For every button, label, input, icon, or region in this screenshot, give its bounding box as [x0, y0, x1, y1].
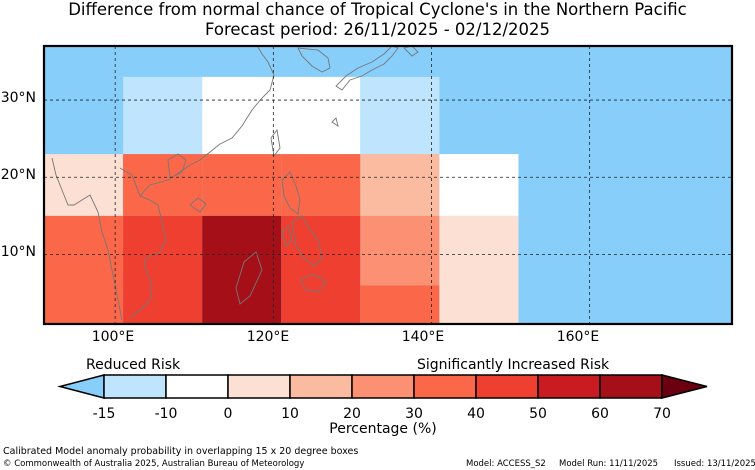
- colorbar-swatch: [227, 374, 291, 399]
- anomaly-cell: [360, 154, 440, 216]
- colorbar-swatch: [599, 374, 663, 399]
- lat-label-30n: 30°N: [0, 90, 36, 106]
- footer-model-run: Model Run: 11/11/2025: [559, 459, 659, 469]
- anomaly-cell: [202, 154, 282, 216]
- anomaly-cell: [202, 76, 361, 155]
- lat-label-20n: 20°N: [0, 167, 36, 183]
- lon-label-100e: 100°E: [91, 329, 135, 345]
- lon-label-140e: 140°E: [401, 329, 445, 345]
- colorbar: [57, 374, 708, 399]
- anomaly-cell: [360, 76, 440, 155]
- footer-issued: Issued: 13/11/2025: [674, 459, 755, 469]
- anomaly-cell: [44, 215, 124, 324]
- increased-risk-label: Significantly Increased Risk: [417, 357, 610, 373]
- anomaly-cell: [123, 215, 203, 324]
- colorbar-swatch: [103, 374, 167, 399]
- colorbar-swatch: [289, 374, 353, 399]
- graticule: [44, 46, 732, 324]
- map-title: Difference from normal chance of Tropica…: [68, 0, 687, 19]
- footer-description: Calibrated Model anomaly probability in …: [3, 446, 359, 457]
- colorbar-tick: -10: [154, 406, 178, 422]
- colorbar-swatch: [413, 374, 477, 399]
- colorbar-tick: 60: [591, 406, 609, 422]
- anomaly-cell: [281, 215, 361, 324]
- colorbar-tick: 0: [223, 406, 233, 422]
- anomaly-cell: [123, 154, 203, 216]
- colorbar-tick: 50: [529, 406, 547, 422]
- colorbar-tick: 20: [343, 406, 361, 422]
- anomaly-cell: [439, 154, 519, 216]
- map-frame: [42, 44, 734, 326]
- lon-label-120e: 120°E: [246, 329, 290, 345]
- anomaly-grid: [44, 76, 519, 324]
- anomaly-cell: [281, 154, 361, 216]
- anomaly-cell: [439, 215, 519, 324]
- footer-model: Model: ACCESS_S2: [466, 459, 546, 469]
- footer-copyright: © Commonwealth of Australia 2025, Austra…: [3, 459, 305, 469]
- reduced-risk-label: Reduced Risk: [86, 357, 181, 373]
- anomaly-cell: [360, 285, 440, 324]
- colorbar-tick: 70: [653, 406, 671, 422]
- anomaly-cell: [44, 154, 124, 216]
- colorbar-tick: 30: [405, 406, 423, 422]
- colorbar-swatch: [475, 374, 539, 399]
- colorbar-over-arrow: [661, 374, 708, 399]
- colorbar-swatch: [165, 374, 229, 399]
- colorbar-tick: 40: [467, 406, 485, 422]
- colorbar-tick: -15: [92, 406, 116, 422]
- lon-label-160e: 160°E: [556, 329, 600, 345]
- colorbar-swatch: [537, 374, 601, 399]
- anomaly-cell: [123, 76, 203, 155]
- colorbar-swatch: [351, 374, 415, 399]
- colorbar-label: Percentage (%): [329, 421, 437, 437]
- lat-label-10n: 10°N: [0, 244, 36, 260]
- anomaly-cell: [360, 215, 440, 286]
- forecast-period: Forecast period: 26/11/2025 - 02/12/2025: [204, 20, 551, 39]
- colorbar-under-arrow: [57, 374, 105, 399]
- colorbar-tick: 10: [281, 406, 299, 422]
